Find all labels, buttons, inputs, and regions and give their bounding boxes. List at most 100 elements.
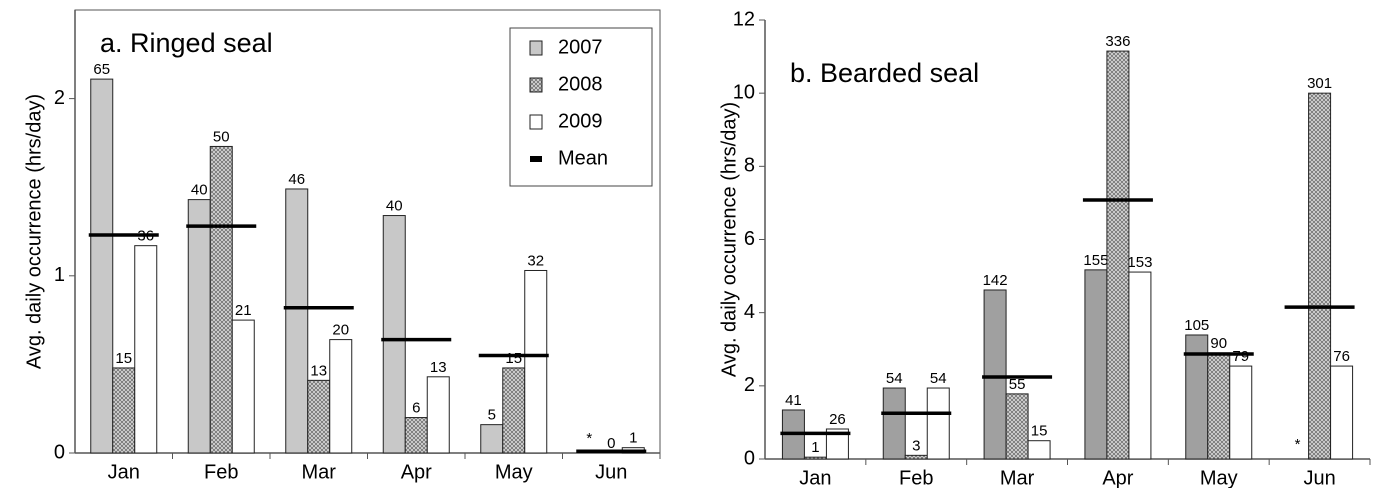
bar (825, 428, 849, 460)
bar (134, 245, 158, 454)
bar (983, 289, 1007, 460)
bar-label: 13 (430, 359, 447, 376)
bar (904, 454, 928, 460)
bar-label: 20 (332, 322, 349, 339)
legend-label: 2007 (558, 36, 603, 58)
legend-swatch (529, 114, 543, 130)
bar (404, 417, 428, 454)
bar-label: 32 (527, 252, 544, 269)
x-tick-label: Mar (1000, 467, 1035, 488)
bar-label: 76 (1333, 348, 1350, 365)
bar (524, 269, 548, 454)
bar-label: 153 (1127, 254, 1152, 271)
x-tick-label: Jun (595, 461, 627, 483)
legend-swatch (529, 77, 543, 93)
bar-label: 54 (930, 370, 947, 387)
bar (502, 367, 526, 454)
bar-label: 21 (235, 302, 252, 319)
legend-swatch (530, 156, 542, 162)
x-tick-label: Jan (108, 461, 140, 483)
x-tick-label: Mar (302, 461, 337, 483)
bar (90, 78, 114, 454)
bar (112, 367, 136, 454)
legend-label: 2009 (558, 110, 603, 132)
legend-label: 2008 (558, 73, 603, 95)
bar-label: 40 (386, 198, 403, 215)
x-tick-label: Jan (799, 467, 831, 488)
y-tick-label: 4 (744, 301, 755, 323)
bar (803, 456, 827, 460)
bar-label: 5 (488, 407, 496, 424)
bar-label: 50 (213, 128, 230, 145)
bar-label: 46 (288, 171, 305, 188)
bar (480, 424, 504, 454)
bar-label: 13 (310, 362, 327, 379)
bar (1330, 365, 1354, 460)
bar-label: 90 (1210, 335, 1227, 352)
bar-label: 336 (1105, 33, 1130, 50)
bar-label: 54 (886, 370, 903, 387)
bar (382, 215, 406, 454)
y-axis-label: Avg. daily occurrence (hrs/day) (23, 94, 45, 369)
y-tick-label: 2 (54, 87, 65, 109)
y-tick-label: 10 (733, 81, 755, 103)
bar-label: 65 (93, 61, 110, 78)
y-tick-label: 6 (744, 228, 755, 250)
y-tick-label: 0 (54, 441, 65, 463)
legend-label: Mean (558, 147, 608, 169)
bar (231, 319, 255, 454)
bar (209, 145, 233, 454)
bar-label: 3 (912, 437, 920, 454)
bar (285, 188, 309, 454)
bar (187, 199, 211, 454)
bar-label: 41 (785, 392, 802, 409)
y-tick-label: 8 (744, 155, 755, 177)
bar-label: 55 (1009, 376, 1026, 393)
bar-label: 142 (983, 272, 1008, 289)
bar-label: * (1295, 436, 1301, 453)
chart-title: a. Ringed seal (100, 28, 273, 58)
bar (1229, 365, 1253, 460)
bar-label: 0 (607, 435, 615, 452)
bar (882, 387, 906, 460)
bar-label: 155 (1083, 252, 1108, 269)
x-tick-label: Feb (899, 467, 933, 488)
bar (1128, 271, 1152, 460)
bar (1207, 352, 1231, 460)
x-tick-label: May (495, 461, 533, 483)
bar-label: 105 (1184, 317, 1209, 334)
bar (1027, 440, 1051, 460)
y-axis-label: Avg. daily occurrence (hrs/day) (718, 102, 740, 377)
y-tick-label: 12 (733, 8, 755, 30)
bar (926, 387, 950, 460)
bar-label: 79 (1232, 348, 1249, 365)
bar-label: * (586, 430, 592, 447)
bar-label: 15 (1031, 423, 1048, 440)
bar-label: 301 (1307, 75, 1332, 92)
bar-label: 6 (412, 400, 420, 417)
bar (1005, 393, 1029, 460)
bar-label: 1 (629, 430, 637, 447)
bar-label: 26 (829, 411, 846, 428)
x-tick-label: Jun (1303, 467, 1335, 488)
x-tick-label: May (1200, 467, 1238, 488)
bar-label: 15 (115, 350, 132, 367)
x-tick-label: Apr (1102, 467, 1133, 488)
bar (1084, 269, 1108, 460)
y-tick-label: 2 (744, 374, 755, 396)
bar-label: 1 (811, 439, 819, 456)
bar (1308, 92, 1332, 460)
bar (426, 376, 450, 454)
y-tick-label: 1 (54, 264, 65, 286)
bar (329, 339, 353, 454)
chart-title: b. Bearded seal (790, 58, 979, 88)
bar-label: 15 (505, 350, 522, 367)
x-tick-label: Feb (204, 461, 238, 483)
bar (307, 379, 331, 454)
x-tick-label: Apr (401, 461, 432, 483)
bar-label: 40 (191, 182, 208, 199)
bar (1106, 50, 1130, 460)
y-tick-label: 0 (744, 447, 755, 469)
legend-swatch (529, 40, 543, 56)
